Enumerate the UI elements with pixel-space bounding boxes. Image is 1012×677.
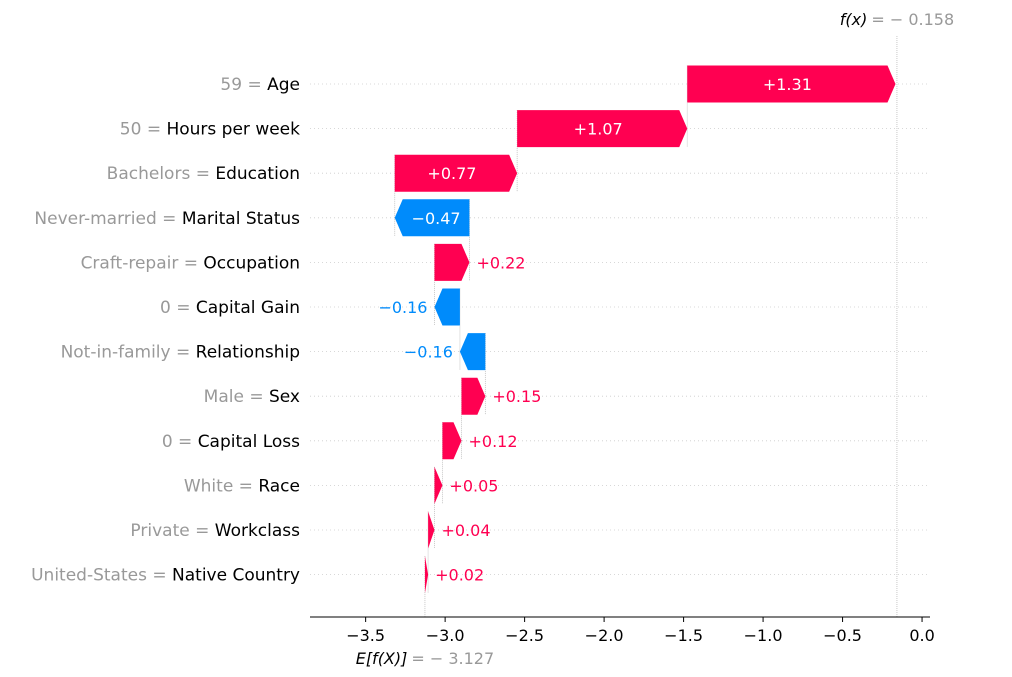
feature-name: Hours per week — [166, 120, 300, 140]
bar-marital-status — [394, 199, 470, 237]
output-value-label: f(x) = − 0.158 — [840, 10, 954, 29]
feature-label: Bachelors = Education — [107, 164, 300, 184]
feature-value: 0 = — [162, 432, 198, 452]
bar-relationship — [459, 333, 486, 371]
bar-value-label: −0.16 — [404, 343, 453, 362]
bar-hours-per-week — [517, 110, 688, 148]
bar-age — [687, 65, 896, 103]
base-value-label: E[f(X)] = − 3.127 — [356, 649, 494, 668]
contribution-bars: +1.31 +1.07 +0.77 −0.47 +0.22 −0.16 −0.16 +0.15… — [378, 65, 896, 594]
base-label-prefix: E[f(X)] — [356, 649, 408, 668]
output-label-prefix: f(x) — [840, 10, 868, 29]
feature-name: Relationship — [196, 343, 300, 363]
base-and-output-annotations: f(x) = − 0.158 E[f(X)] = − 3.127 — [356, 10, 954, 668]
feature-value: 50 = — [120, 120, 167, 140]
output-label-value: = − 0.158 — [871, 10, 954, 29]
feature-name: Marital Status — [182, 209, 300, 229]
feature-label: 0 = Capital Loss — [162, 432, 300, 452]
feature-value: Never-married = — [34, 209, 181, 229]
bar-value-label: −0.16 — [378, 298, 427, 317]
bar-value-label: +0.05 — [449, 476, 498, 495]
feature-value: White = — [184, 476, 258, 496]
bar-value-label: +0.77 — [427, 164, 476, 183]
feature-label: Not-in-family = Relationship — [61, 343, 300, 363]
feature-labels: 59 = Age 50 = Hours per week Bachelors = E… — [31, 75, 300, 586]
feature-name: Age — [267, 75, 300, 95]
feature-label: 50 = Hours per week — [120, 120, 300, 140]
feature-value: 59 = — [220, 75, 267, 95]
feature-name: Race — [258, 476, 300, 496]
x-tick-label: −2.5 — [505, 626, 544, 645]
feature-value: Craft-repair = — [81, 253, 204, 273]
feature-name: Education — [215, 164, 300, 184]
feature-label: 59 = Age — [220, 75, 300, 95]
feature-value: Not-in-family = — [61, 343, 196, 363]
base-label-value: = − 3.127 — [411, 649, 494, 668]
bar-value-label: +0.15 — [492, 387, 541, 406]
bar-value-label: +1.31 — [763, 75, 812, 94]
feature-label: Private = Workclass — [130, 521, 300, 541]
bar-value-label: −0.47 — [412, 209, 461, 228]
bar-value-label: +1.07 — [574, 120, 623, 139]
feature-name: Native Country — [172, 566, 300, 586]
feature-label: Male = Sex — [204, 387, 300, 407]
x-tick-label: −2.0 — [585, 626, 624, 645]
feature-value: Male = — [204, 387, 269, 407]
feature-name: Capital Loss — [198, 432, 300, 452]
x-tick-label: −1.5 — [664, 626, 703, 645]
bar-workclass — [428, 511, 435, 549]
feature-name: Workclass — [215, 521, 300, 541]
feature-name: Capital Gain — [196, 298, 300, 318]
feature-label: White = Race — [184, 476, 300, 496]
bar-native-country — [424, 556, 429, 594]
bar-capital-loss — [442, 422, 462, 460]
feature-label: Never-married = Marital Status — [34, 209, 300, 229]
x-tick-label: −3.0 — [426, 626, 465, 645]
row-gridlines — [310, 83, 930, 575]
feature-value: Bachelors = — [107, 164, 216, 184]
bar-value-label: +0.04 — [441, 521, 490, 540]
x-tick-label: −3.5 — [346, 626, 385, 645]
bar-capital-gain — [434, 288, 460, 326]
x-tick-label: −1.0 — [744, 626, 783, 645]
bar-occupation — [434, 243, 470, 281]
feature-name: Occupation — [203, 253, 300, 273]
feature-label: United-States = Native Country — [31, 566, 300, 586]
bar-education — [394, 154, 518, 192]
feature-value: United-States = — [31, 566, 172, 586]
x-axis: −3.5 −3.0 −2.5 −2.0 −1.5 −1.0 −0.5 0.0 — [310, 616, 935, 645]
bar-value-label: +0.22 — [476, 253, 525, 272]
feature-label: 0 = Capital Gain — [160, 298, 300, 318]
bar-sex — [461, 377, 486, 415]
x-tick-label: −0.5 — [823, 626, 862, 645]
x-tick-label: 0.0 — [909, 626, 934, 645]
bar-race — [434, 466, 443, 504]
feature-label: Craft-repair = Occupation — [81, 253, 300, 273]
feature-name: Sex — [269, 387, 300, 407]
feature-value: 0 = — [160, 298, 196, 318]
bar-value-label: +0.12 — [469, 432, 518, 451]
feature-value: Private = — [130, 521, 214, 541]
bar-value-label: +0.02 — [435, 566, 484, 585]
